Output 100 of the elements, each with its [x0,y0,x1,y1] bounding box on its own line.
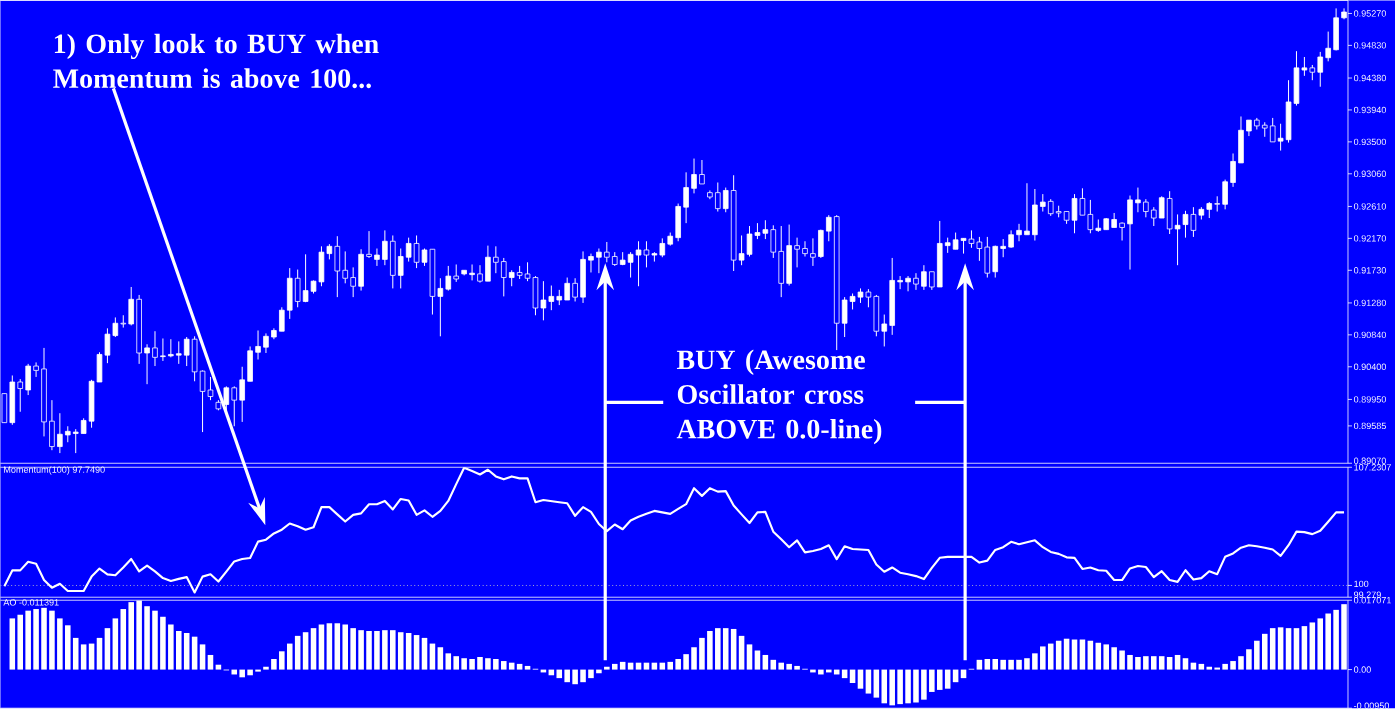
candlestick [897,275,903,290]
candlestick [1158,195,1165,219]
candlestick [374,247,380,267]
bar [611,663,618,670]
candlestick [120,314,127,328]
bar [1333,609,1339,670]
candlestick [485,245,491,282]
candlestick [699,159,705,185]
bar [976,659,983,670]
bar [762,654,769,670]
bar [1047,643,1054,670]
candlestick [683,171,689,224]
bar [49,610,55,670]
candlestick [588,253,594,273]
y-tick-label: 0.89585 [1353,422,1386,430]
candlestick [175,340,182,365]
candlestick [913,272,919,291]
bar [469,658,475,670]
y-tick-label: 0.90400 [1353,363,1386,370]
bar [1103,644,1109,670]
bar [897,669,903,705]
candlestick [659,237,666,258]
bar [374,630,380,670]
bar [429,643,436,670]
bar [1214,667,1220,670]
candlestick [929,271,935,291]
bar [176,630,182,670]
candlestick [279,306,285,332]
candlestick [564,276,570,301]
bar [651,662,658,670]
bar [1182,658,1189,670]
candlestick [1016,223,1022,242]
bar [1174,654,1181,670]
bar [1325,613,1331,670]
bar [80,644,87,670]
bar [96,637,103,670]
bar [1071,639,1078,670]
bar [382,630,388,670]
candlestick [437,277,444,337]
bar [699,637,705,670]
bar [1166,656,1173,670]
candlestick [183,336,190,367]
candlestick [1230,152,1236,188]
candlestick [841,296,848,338]
bar [913,669,919,703]
bar [461,658,467,670]
bar [1055,640,1062,670]
bar [1309,622,1316,670]
bar [310,628,317,670]
bar [33,608,39,670]
bar [493,658,499,670]
bar [1095,642,1102,670]
bar [421,637,428,670]
bar [1261,633,1268,670]
candlestick [469,263,475,281]
bar [247,669,253,676]
bar [572,669,578,685]
bar [1143,656,1149,670]
bar [508,662,515,670]
candlestick [57,412,63,454]
bar [857,669,864,689]
bar [1301,626,1308,670]
candlestick [826,214,832,242]
bar [88,643,95,670]
candlestick [255,329,261,360]
candlestick [72,428,79,454]
bar [239,669,245,678]
candlestick [1024,182,1030,236]
candlestick [1143,198,1149,218]
chart-title: Momentum(100) 97.7490 [4,466,105,475]
bar [619,661,626,670]
bar [770,659,777,670]
bar [271,658,277,670]
bar [936,669,943,690]
candlestick [239,366,245,423]
bar [635,662,642,670]
candlestick [810,237,816,267]
bar [445,653,452,670]
bar [730,628,737,670]
candlestick [802,240,808,257]
bar [1079,639,1086,670]
bar [929,669,935,692]
bar [9,618,16,670]
bar [683,654,689,670]
bar [366,630,372,670]
candlestick [294,268,301,308]
candlestick [976,236,983,262]
y-tick-label: 0.92170 [1353,235,1386,242]
bar [1317,618,1324,670]
candlestick [691,157,697,194]
candlestick [1214,195,1220,212]
bar [326,623,333,670]
y-tick-label: 0.91280 [1353,299,1386,307]
bar [873,669,880,698]
y-tick-label: 0.00 [1353,666,1371,673]
candlestick [1269,117,1276,143]
bar [865,669,872,694]
bar [1246,649,1252,670]
bar [754,650,761,670]
bar [1063,638,1070,670]
